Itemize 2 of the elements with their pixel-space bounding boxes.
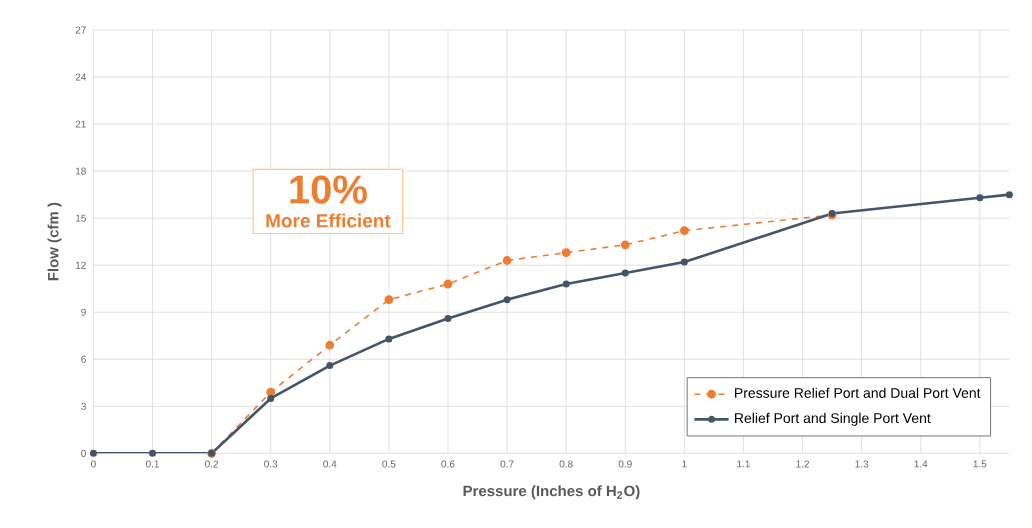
annotation: More Efficient xyxy=(266,213,391,228)
annotation: 10% xyxy=(290,175,367,204)
